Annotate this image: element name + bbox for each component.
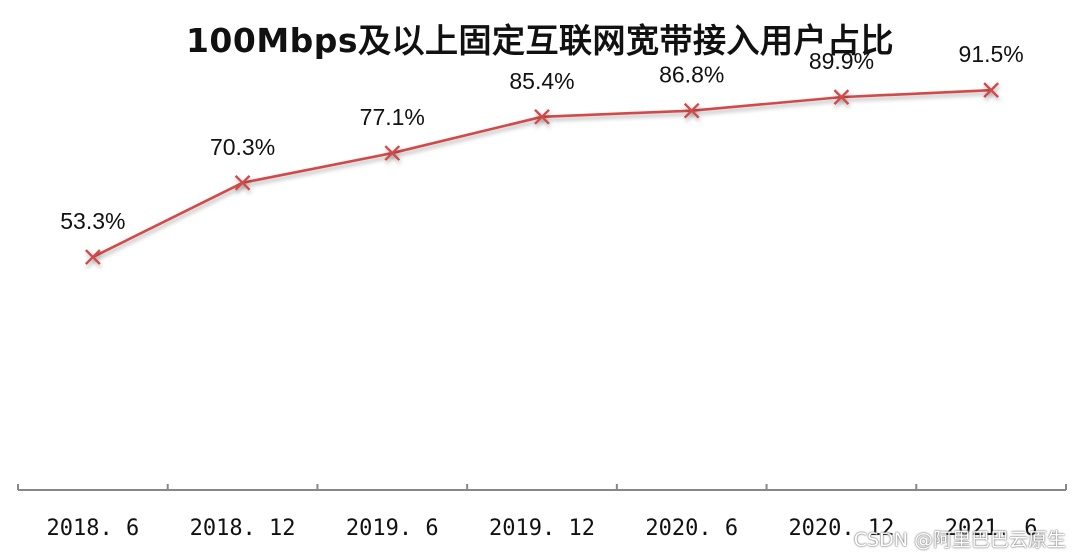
x-tick-label: 2019. 6 — [346, 516, 439, 541]
chart-title: 100Mbps及以上固定互联网宽带接入用户占比 — [185, 21, 895, 60]
marker-group — [85, 82, 999, 265]
x-tick-label: 2020. 12 — [788, 516, 894, 541]
marker-stroke — [683, 102, 700, 119]
x-tick-label: 2019. 12 — [489, 516, 595, 541]
data-label: 91.5% — [959, 41, 1024, 67]
x-axis: 2018. 6 2018. 12 2019. 6 2019. 12 2020. 6 202… — [17, 484, 1067, 541]
x-tick-label: 2021. 6 — [945, 516, 1038, 541]
marker-stroke — [234, 174, 251, 191]
data-point-marker — [384, 145, 401, 161]
marker-stroke — [534, 108, 550, 125]
data-point-marker — [534, 108, 550, 125]
watermark: CSDN @阿里巴巴云原生 — [853, 529, 1066, 551]
data-point-marker — [833, 89, 850, 105]
data-label: 86.8% — [659, 62, 724, 88]
data-label: 70.3% — [210, 134, 275, 160]
data-label: 89.9% — [809, 48, 874, 74]
data-point-marker — [234, 174, 251, 191]
marker-stroke — [983, 82, 999, 98]
data-point-marker — [85, 249, 101, 265]
data-point-marker — [683, 102, 700, 119]
marker-stroke — [833, 89, 850, 105]
marker-stroke — [384, 145, 401, 161]
x-tick-label: 2018. 12 — [190, 516, 296, 541]
label-group: 53.3% 70.3% 77.1% 85.4% 86.8% 89.9% 91.5% — [60, 41, 1024, 234]
x-tick-label: 2018. 6 — [46, 516, 139, 541]
marker-stroke — [85, 249, 101, 265]
x-tick-label: 2020. 6 — [645, 516, 738, 541]
data-point-marker — [983, 82, 999, 98]
data-label: 53.3% — [60, 208, 125, 234]
data-label: 77.1% — [360, 104, 425, 130]
data-label: 85.4% — [509, 68, 574, 94]
